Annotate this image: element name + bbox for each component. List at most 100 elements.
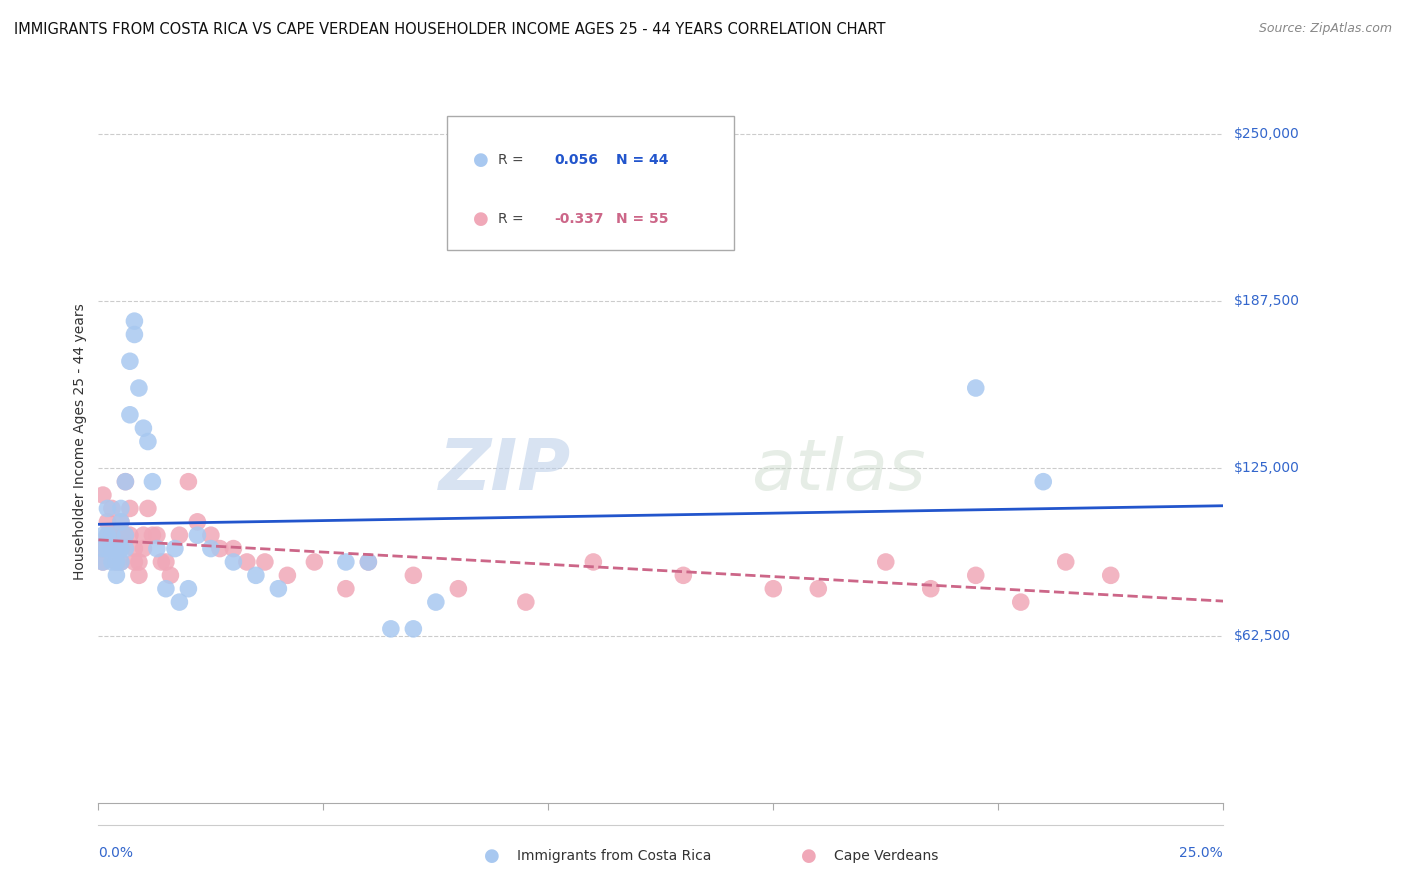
Text: ●: ● — [472, 210, 489, 227]
Point — [146, 528, 169, 542]
Text: $187,500: $187,500 — [1234, 294, 1301, 308]
Point — [515, 595, 537, 609]
Point — [91, 555, 114, 569]
Text: IMMIGRANTS FROM COSTA RICA VS CAPE VERDEAN HOUSEHOLDER INCOME AGES 25 - 44 YEARS: IMMIGRANTS FROM COSTA RICA VS CAPE VERDE… — [14, 22, 886, 37]
Point — [114, 528, 136, 542]
Point — [128, 381, 150, 395]
Text: ZIP: ZIP — [439, 436, 571, 505]
Text: $125,000: $125,000 — [1234, 461, 1301, 475]
Text: ●: ● — [800, 847, 817, 865]
Point — [105, 541, 128, 556]
Point — [91, 541, 114, 556]
Point — [169, 528, 191, 542]
Point — [155, 582, 177, 596]
Point — [118, 354, 141, 368]
Point — [101, 501, 124, 516]
Point — [132, 541, 155, 556]
Point — [105, 555, 128, 569]
Point — [276, 568, 298, 582]
Point — [762, 582, 785, 596]
Point — [91, 488, 114, 502]
Point — [402, 622, 425, 636]
Point — [875, 555, 897, 569]
Point — [136, 501, 159, 516]
Point — [163, 541, 186, 556]
Point — [208, 541, 231, 556]
Point — [245, 568, 267, 582]
Text: Cape Verdeans: Cape Verdeans — [834, 849, 938, 863]
Text: ●: ● — [484, 847, 501, 865]
Point — [91, 541, 114, 556]
Point — [91, 528, 114, 542]
Point — [110, 555, 132, 569]
Text: $62,500: $62,500 — [1234, 629, 1292, 642]
Point — [177, 582, 200, 596]
Point — [96, 501, 118, 516]
Point — [965, 381, 987, 395]
Point — [402, 568, 425, 582]
Point — [132, 421, 155, 435]
Point — [357, 555, 380, 569]
Point — [105, 528, 128, 542]
Point — [101, 541, 124, 556]
Point — [110, 541, 132, 556]
Point — [110, 541, 132, 556]
Text: 0.056: 0.056 — [554, 153, 598, 168]
Point — [101, 541, 124, 556]
Point — [110, 501, 132, 516]
Point — [110, 555, 132, 569]
Point — [380, 622, 402, 636]
Point — [304, 555, 326, 569]
Point — [124, 327, 146, 342]
Point — [118, 528, 141, 542]
Point — [136, 434, 159, 449]
Point — [101, 528, 124, 542]
Point — [335, 555, 357, 569]
Point — [114, 475, 136, 489]
Point — [965, 568, 987, 582]
Point — [150, 555, 173, 569]
Point — [582, 555, 605, 569]
Point — [1032, 475, 1054, 489]
FancyBboxPatch shape — [447, 117, 734, 250]
Point — [357, 555, 380, 569]
Point — [141, 475, 163, 489]
Point — [96, 528, 118, 542]
Point — [267, 582, 290, 596]
Point — [101, 555, 124, 569]
Point — [141, 528, 163, 542]
Point — [236, 555, 259, 569]
Point — [200, 541, 222, 556]
Point — [169, 595, 191, 609]
Text: R =: R = — [498, 153, 527, 168]
Point — [110, 515, 132, 529]
Point — [128, 555, 150, 569]
Point — [124, 541, 146, 556]
Point — [155, 555, 177, 569]
Text: R =: R = — [498, 211, 527, 226]
Point — [132, 528, 155, 542]
Point — [146, 541, 169, 556]
Text: N = 44: N = 44 — [616, 153, 668, 168]
Point — [335, 582, 357, 596]
Point — [114, 528, 136, 542]
Point — [186, 515, 208, 529]
Text: atlas: atlas — [751, 436, 925, 505]
Point — [114, 475, 136, 489]
Y-axis label: Householder Income Ages 25 - 44 years: Householder Income Ages 25 - 44 years — [73, 303, 87, 580]
Point — [447, 582, 470, 596]
Point — [159, 568, 181, 582]
Point — [186, 528, 208, 542]
Point — [425, 595, 447, 609]
Text: N = 55: N = 55 — [616, 211, 668, 226]
Point — [105, 568, 128, 582]
Point — [96, 528, 118, 542]
Point — [96, 541, 118, 556]
Point — [96, 515, 118, 529]
Point — [118, 501, 141, 516]
Point — [110, 515, 132, 529]
Point — [672, 568, 695, 582]
Point — [105, 541, 128, 556]
Point — [105, 555, 128, 569]
Point — [128, 568, 150, 582]
